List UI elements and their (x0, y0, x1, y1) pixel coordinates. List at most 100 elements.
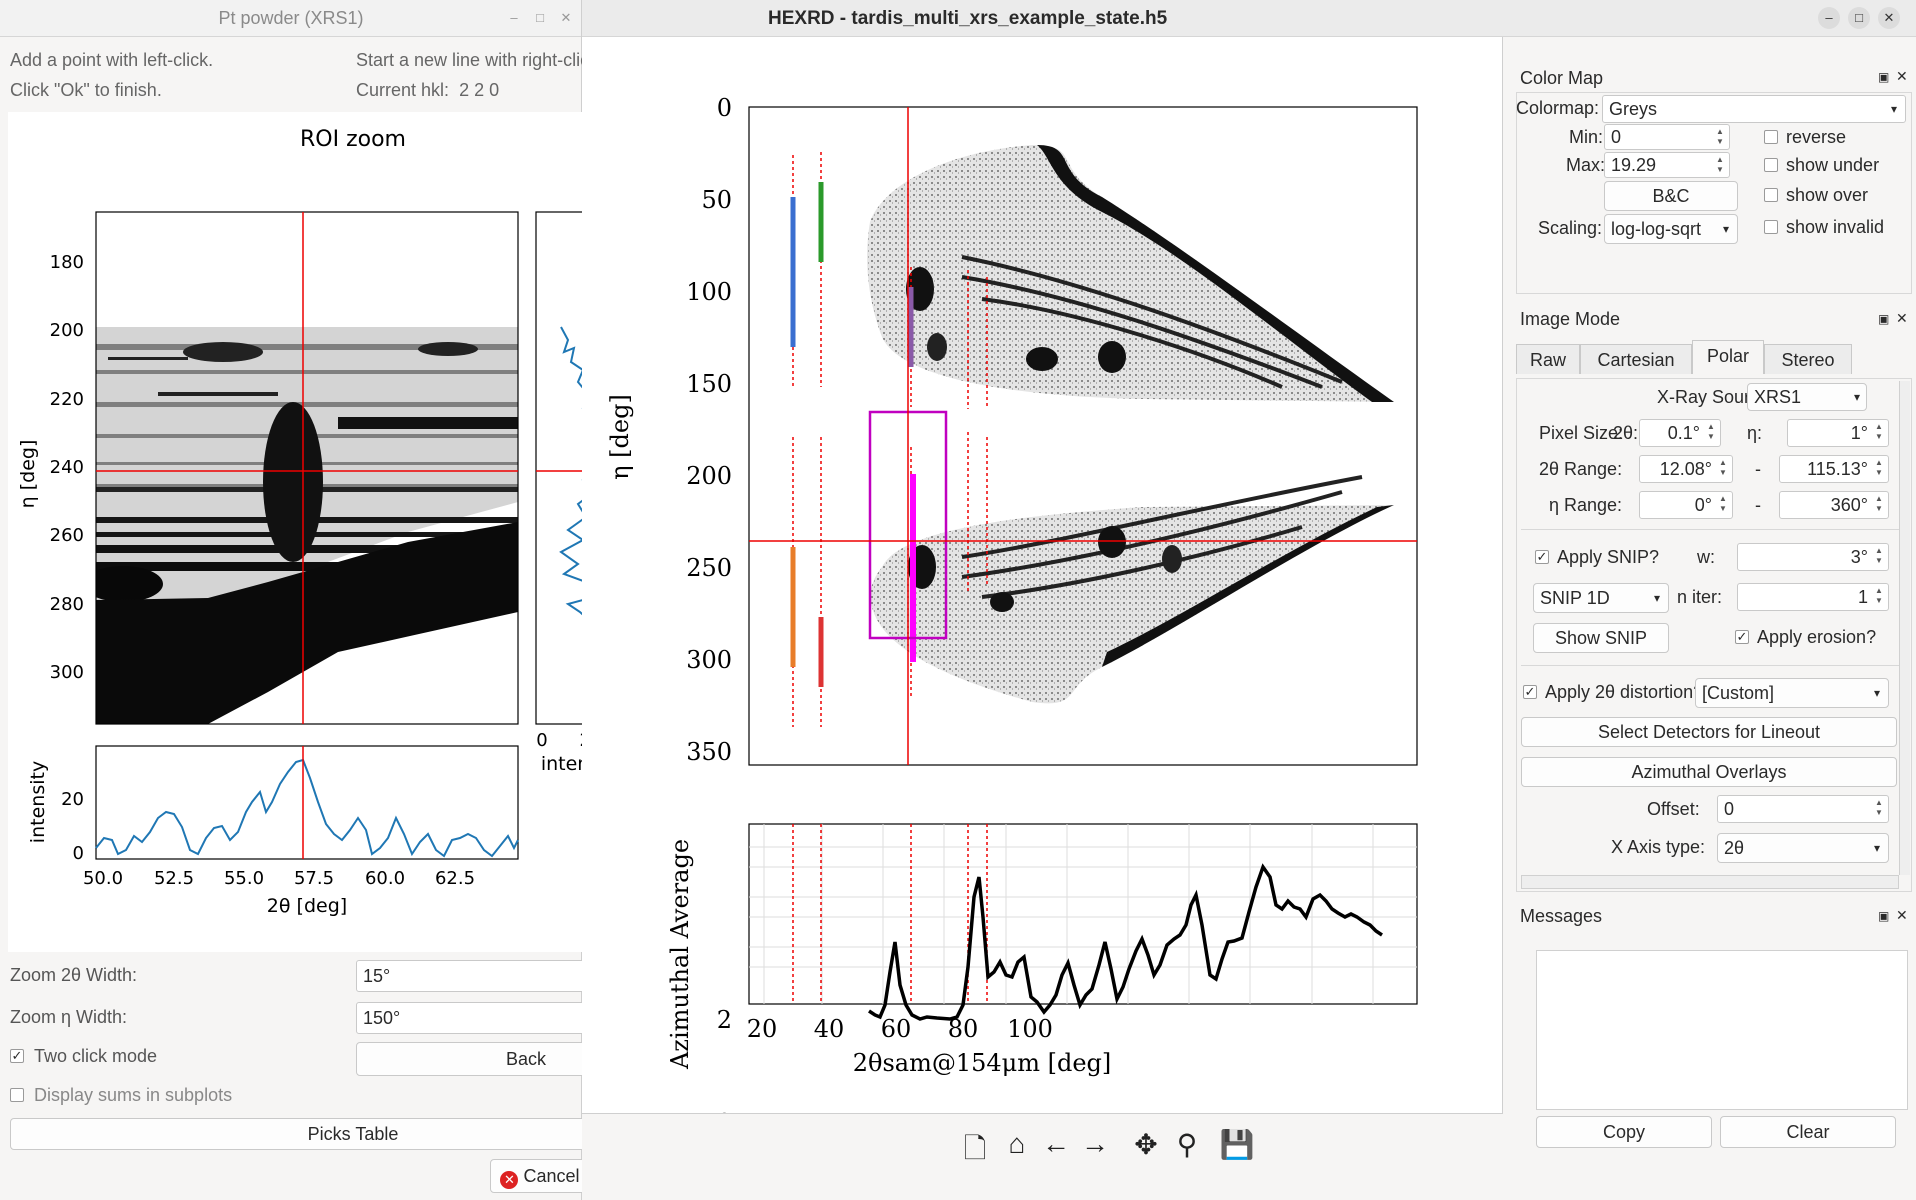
messages-area[interactable] (1536, 950, 1908, 1110)
azimuthal-overlays-button[interactable]: Azimuthal Overlays (1521, 757, 1897, 787)
dock-float-icon[interactable]: ▣ (1878, 70, 1890, 84)
dock-float-icon[interactable]: ▣ (1878, 909, 1890, 923)
bc-button[interactable]: B&C (1604, 181, 1738, 211)
minimize-icon[interactable]: – (1818, 7, 1840, 29)
polar-y-tick: 100 (686, 278, 732, 306)
min-input[interactable]: 0 ▲ ▼ (1604, 124, 1730, 150)
close-icon[interactable]: ✕ (1878, 7, 1900, 29)
copy-button[interactable]: Copy (1536, 1116, 1712, 1148)
zoom-eta-label: Zoom η Width: (10, 1007, 128, 1027)
tth-min-value: 12.08° (1659, 459, 1712, 479)
main-titlebar: HEXRD - tardis_multi_xrs_example_state.h… (582, 0, 1916, 37)
scaling-value: log-log-sqrt (1611, 219, 1702, 239)
image-mode-title: Image Mode (1520, 309, 1621, 329)
spinbox-arrows-icon[interactable]: ▲▼ (1875, 546, 1883, 565)
back-arrow-icon[interactable]: ← (1042, 1128, 1070, 1159)
show-over-checkbox[interactable] (1764, 188, 1778, 202)
current-hkl: Current hkl: 2 2 0 (356, 80, 499, 101)
lineout-y-label: Azimuthal Average (666, 839, 694, 1070)
spinbox-arrows-icon[interactable]: ▲▼ (1875, 422, 1883, 441)
dock-close-icon[interactable]: ✕ (1896, 310, 1908, 326)
tab-polar[interactable]: Polar (1692, 340, 1764, 374)
distortion-select[interactable]: [Custom] ▾ (1695, 678, 1889, 708)
dialog-titlebar: Pt powder (XRS1) – □ ✕ (0, 0, 581, 37)
select-detectors-button[interactable]: Select Detectors for Lineout (1521, 717, 1897, 747)
instruction-add-point: Add a point with left-click. (10, 50, 214, 70)
two-click-checkbox[interactable]: ✓ (10, 1048, 24, 1063)
polar-y-tick: 300 (686, 646, 732, 674)
page-icon[interactable]: 🗋 (963, 1133, 987, 1164)
clear-button[interactable]: Clear (1720, 1116, 1896, 1148)
eta-min-input[interactable]: 0° ▲ ▼ (1639, 491, 1733, 519)
spinbox-arrows-icon[interactable]: ▲▼ (1716, 127, 1724, 146)
max-label: Max: (1566, 155, 1606, 175)
show-snip-button[interactable]: Show SNIP (1533, 623, 1669, 653)
spinbox-arrows-icon[interactable]: ▲▼ (1716, 155, 1724, 174)
roi-dialog: Pt powder (XRS1) – □ ✕ Add a point with … (0, 0, 697, 1200)
roi-zoom-plot[interactable]: ROI zoom 180 (8, 112, 696, 952)
spinbox-arrows-icon[interactable]: ▲▼ (1875, 458, 1883, 477)
spinbox-arrows-icon[interactable]: ▲▼ (1719, 458, 1727, 477)
tth-min-input[interactable]: 12.08° ▲ ▼ (1639, 455, 1733, 483)
plot-canvas: 0 50 100 150 200 250 300 350 η [deg] 2 0… (582, 37, 1503, 1114)
n-iter-input[interactable]: 1 ▲ ▼ (1737, 583, 1889, 611)
apply-snip-checkbox[interactable]: ✓ (1535, 549, 1549, 564)
dock-close-icon[interactable]: ✕ (1896, 68, 1908, 84)
pixel-eta-input[interactable]: 1° ▲ ▼ (1787, 419, 1889, 447)
home-icon[interactable]: ⌂ (1008, 1128, 1026, 1159)
bottom-y-label: intensity (27, 761, 49, 843)
maximize-icon[interactable]: □ (1848, 7, 1870, 29)
spinbox-arrows-icon[interactable]: ▲▼ (1875, 494, 1883, 513)
bottom-intensity-plot[interactable] (95, 745, 519, 860)
horizontal-scrollbar[interactable] (1521, 875, 1899, 889)
roi-y-tick: 260 (50, 525, 84, 546)
cancel-button[interactable]: ✕ Cancel (490, 1159, 590, 1193)
display-sums-checkbox[interactable] (10, 1088, 24, 1102)
offset-input[interactable]: 0 ▲ ▼ (1717, 795, 1889, 823)
picks-table-button[interactable]: Picks Table (10, 1118, 696, 1150)
dock-float-icon[interactable]: ▣ (1878, 312, 1890, 326)
xray-source-value: XRS1 (1754, 387, 1802, 407)
maximize-icon[interactable]: □ (536, 10, 544, 25)
pan-icon[interactable]: ✥ (1134, 1129, 1158, 1160)
reverse-checkbox[interactable] (1764, 130, 1778, 144)
tab-cartesian[interactable]: Cartesian (1580, 344, 1692, 374)
lineout-plot[interactable] (748, 823, 1418, 1005)
tab-raw[interactable]: Raw (1516, 344, 1580, 374)
scaling-select[interactable]: log-log-sqrt ▾ (1604, 214, 1738, 244)
polar-plot[interactable]: 0 50 100 150 200 250 300 350 η [deg] 2 0… (582, 37, 1502, 1113)
roi-y-tick: 240 (50, 457, 84, 478)
xray-source-select[interactable]: XRS1 ▾ (1747, 383, 1867, 411)
spinbox-arrows-icon[interactable]: ▲▼ (1707, 422, 1715, 441)
show-invalid-checkbox[interactable] (1764, 220, 1778, 234)
spinbox-arrows-icon[interactable]: ▲▼ (1875, 798, 1883, 817)
tth-max-input[interactable]: 115.13° ▲ ▼ (1779, 455, 1889, 483)
snip-type-select[interactable]: SNIP 1D ▾ (1533, 583, 1669, 613)
spinbox-arrows-icon[interactable]: ▲▼ (1719, 494, 1727, 513)
tab-stereo[interactable]: Stereo (1764, 344, 1852, 374)
x-axis-type-value: 2θ (1724, 838, 1745, 858)
dialog-title: Pt powder (XRS1) (218, 8, 364, 28)
cancel-label: Cancel (523, 1166, 580, 1186)
pixel-2theta-input[interactable]: 0.1° ▲ ▼ (1639, 419, 1721, 447)
polar-settings-panel: X-Ray Source: XRS1 ▾ Pixel Size: 2θ: 0.1°… (1516, 378, 1912, 892)
roi-y-tick: 280 (50, 594, 84, 615)
x-axis-type-select[interactable]: 2θ ▾ (1717, 833, 1889, 863)
n-iter-value: 1 (1857, 587, 1868, 607)
apply-distortion-checkbox[interactable]: ✓ (1523, 684, 1537, 699)
colormap-select[interactable]: Greys ▾ (1602, 95, 1906, 123)
close-icon[interactable]: ✕ (560, 10, 572, 25)
w-input[interactable]: 3° ▲ ▼ (1737, 543, 1889, 571)
eta-max-input[interactable]: 360° ▲ ▼ (1779, 491, 1889, 519)
apply-erosion-label: Apply erosion? (1757, 627, 1877, 647)
forward-arrow-icon[interactable]: → (1081, 1128, 1109, 1159)
spinbox-arrows-icon[interactable]: ▲▼ (1875, 586, 1883, 605)
minimize-icon[interactable]: – (510, 10, 518, 25)
zoom-icon[interactable]: ⚲ (1176, 1129, 1198, 1160)
show-under-checkbox[interactable] (1764, 158, 1778, 172)
apply-erosion-checkbox[interactable]: ✓ (1735, 629, 1749, 644)
save-icon[interactable]: 💾 (1219, 1129, 1255, 1160)
vertical-scrollbar[interactable] (1899, 381, 1910, 875)
dock-close-icon[interactable]: ✕ (1896, 907, 1908, 923)
max-input[interactable]: 19.29 ▲ ▼ (1604, 152, 1730, 178)
